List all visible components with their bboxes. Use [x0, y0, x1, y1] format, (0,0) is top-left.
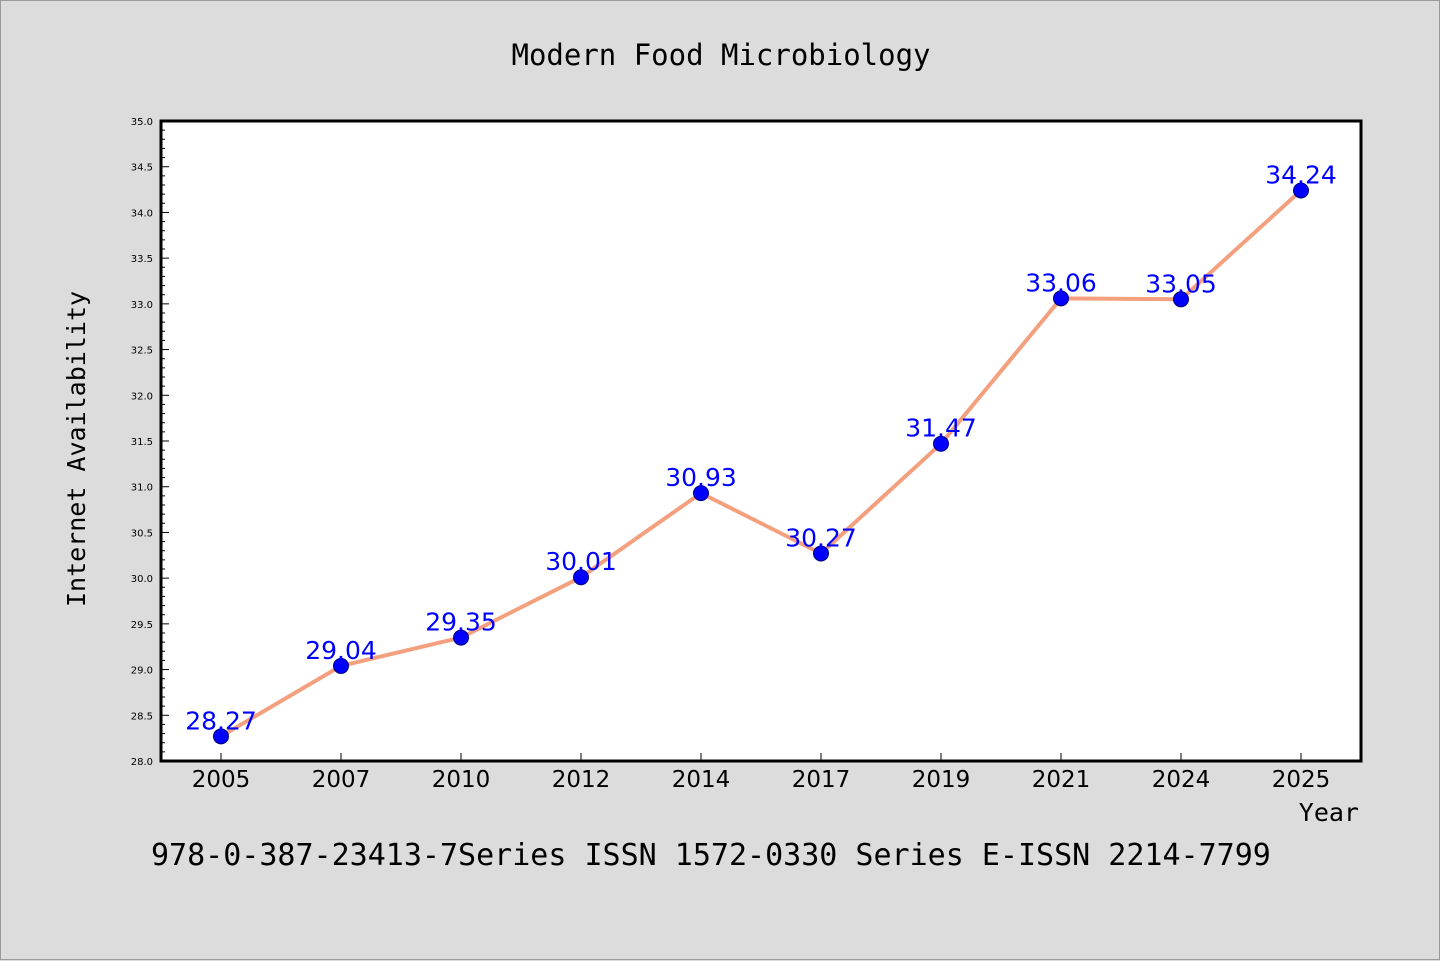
data-point [333, 657, 349, 674]
x-axis: 2005 2007 2010 2012 2014 2017 2019 2021 2024 2025 [192, 753, 1331, 793]
x-tick-label: 2021 [1032, 767, 1091, 793]
plot-border [159, 119, 1363, 763]
data-point [453, 629, 469, 646]
data-point [813, 545, 829, 562]
x-tick-label: 2025 [1272, 767, 1331, 793]
y-axis-label: Internet Availability [62, 291, 91, 607]
x-tick-label: 2019 [912, 767, 971, 793]
y-tick-label: 33.5 [131, 254, 153, 265]
y-axis: 28.0 28.5 29.0 29.5 30.0 30.5 31.0 31.5 32.0 32.5… [131, 117, 169, 768]
y-tick-label: 32.0 [131, 391, 153, 402]
y-tick-label: 31.5 [131, 437, 153, 448]
data-point [573, 569, 589, 586]
y-tick-label: 35.0 [131, 117, 153, 128]
data-labels: 28.27 29.04 29.35 30.01 30.93 30.27 31.47 33.06… [185, 160, 1337, 735]
footer-text: 978-0-387-23413-7Series ISSN 1572-0330 S… [151, 838, 1271, 873]
y-tick-label: 29.0 [131, 666, 153, 677]
data-label: 29.04 [305, 636, 377, 665]
data-label: 34.24 [1265, 160, 1337, 189]
y-tick-label: 33.0 [131, 300, 153, 311]
data-label: 30.01 [545, 547, 617, 576]
x-tick-label: 2012 [552, 767, 611, 793]
y-tick-label: 34.5 [131, 163, 153, 174]
x-tick-label: 2010 [432, 767, 491, 793]
y-tick-label: 34.0 [131, 208, 153, 219]
y-tick-label: 28.5 [131, 711, 153, 722]
data-label: 33.05 [1145, 269, 1217, 298]
data-label: 29.35 [425, 608, 497, 637]
y-tick-label: 28.0 [131, 757, 153, 768]
data-label: 30.93 [665, 463, 737, 492]
x-tick-label: 2014 [672, 767, 731, 793]
data-label: 33.06 [1025, 268, 1097, 297]
y-tick-label: 30.5 [131, 528, 153, 539]
data-point [693, 485, 709, 502]
chart-title: Modern Food Microbiology [511, 38, 930, 72]
x-tick-label: 2017 [792, 767, 851, 793]
data-label: 30.27 [785, 523, 857, 552]
x-tick-label: 2007 [312, 767, 371, 793]
y-tick-label: 30.0 [131, 574, 153, 585]
plot-area [161, 121, 1361, 761]
x-tick-label: 2024 [1152, 767, 1211, 793]
x-tick-label: 2005 [192, 767, 251, 793]
data-point [1293, 182, 1309, 199]
y-tick-label: 32.5 [131, 346, 153, 357]
data-label: 31.47 [905, 414, 977, 443]
data-point [933, 435, 949, 452]
series-line [219, 189, 1303, 739]
data-point [1173, 291, 1189, 308]
y-tick-label: 29.5 [131, 620, 153, 631]
y-tick-label: 31.0 [131, 483, 153, 494]
data-point [213, 728, 229, 745]
data-point [1053, 290, 1069, 307]
x-axis-label: Year [1299, 798, 1359, 827]
data-label: 28.27 [185, 706, 257, 735]
series-markers [213, 182, 1309, 745]
